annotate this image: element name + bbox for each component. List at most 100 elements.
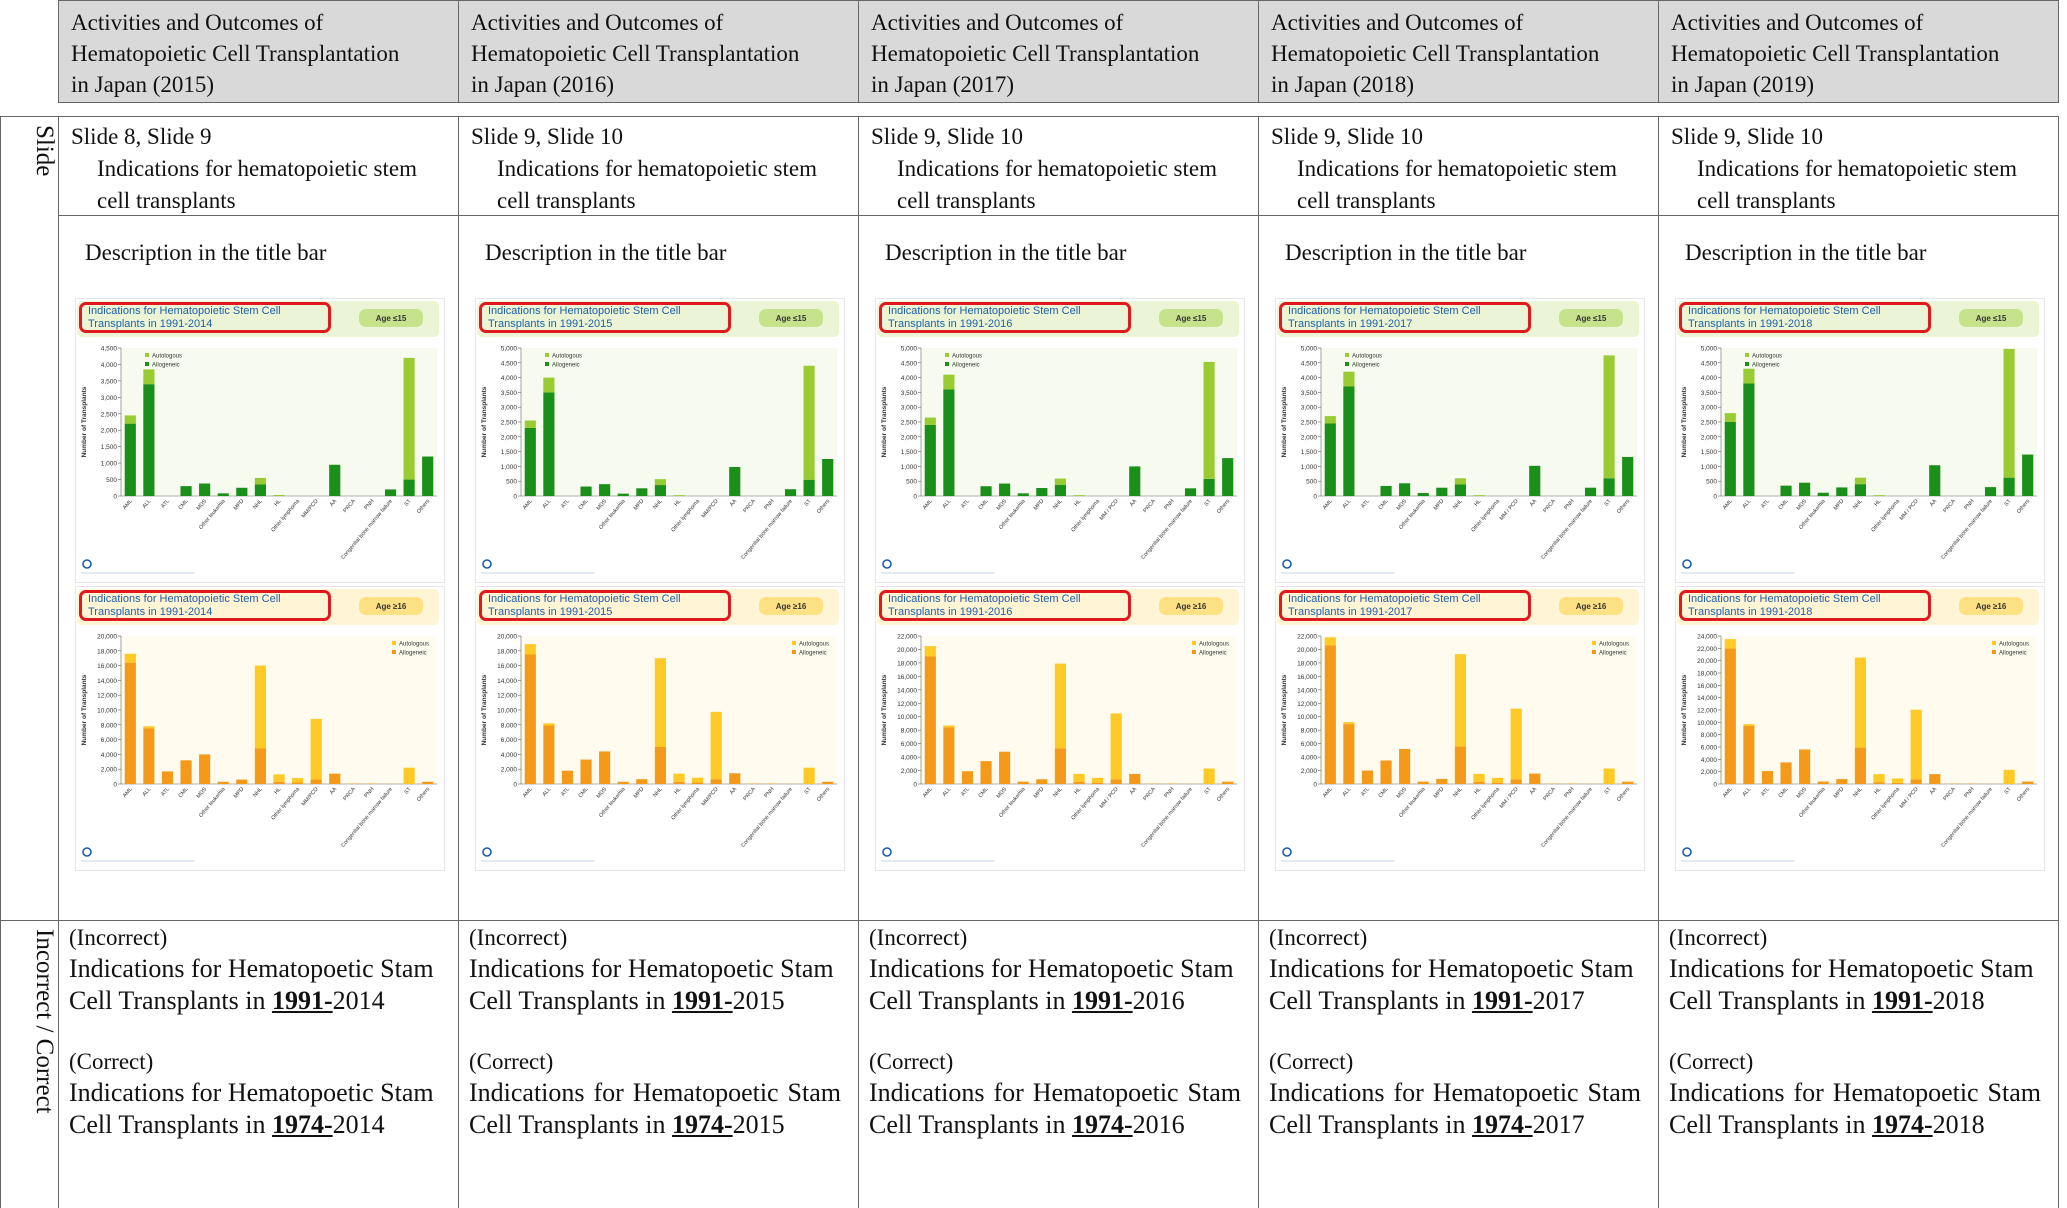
- bar-segment: [2022, 455, 2033, 496]
- bar-segment: [1111, 713, 1122, 779]
- bar-segment: [1204, 362, 1215, 479]
- y-tick-label: 0: [913, 782, 917, 789]
- y-tick-label: 1,000: [901, 464, 918, 471]
- y-tick-label: 4,000: [1301, 755, 1318, 762]
- bar-segment: [1743, 726, 1754, 784]
- row-label-cell: Slide: [0, 116, 59, 921]
- slide-chart: Indications for Hematopoietic Stem Cell …: [1275, 586, 1645, 871]
- age-badge-text: Age ≥16: [1176, 602, 1207, 611]
- y-tick-label: 4,500: [901, 360, 918, 367]
- description: Description in the title bar: [1685, 240, 1926, 266]
- y-axis-label: Number of Transplants: [481, 386, 488, 457]
- bar-segment: [1418, 493, 1429, 496]
- title-box: Indications for Hematopoietic Stem Cell …: [1679, 302, 1949, 336]
- slide-title: Indications for Hematopoietic Stem Cell …: [1279, 590, 1531, 621]
- y-tick-label: 8,000: [101, 722, 118, 729]
- bar-segment: [1799, 749, 1810, 784]
- plot-area: [1721, 348, 2037, 496]
- bar-segment: [329, 465, 340, 496]
- legend-swatch: [392, 650, 396, 654]
- bar-segment: [1018, 782, 1029, 784]
- incorrect-text: Indications for Hematopoetic Stam Cell T…: [469, 953, 841, 1017]
- header-cell: Activities and Outcomes of Hematopoietic…: [458, 0, 859, 103]
- bar-segment: [273, 495, 284, 496]
- bar-segment: [1436, 488, 1447, 496]
- y-tick-label: 0: [1313, 494, 1317, 501]
- age-badge-text: Age ≥16: [376, 602, 407, 611]
- slide-title: Indications for Hematopoietic Stem Cell …: [879, 302, 1131, 333]
- header-text: Activities and Outcomes of Hematopoietic…: [71, 7, 416, 100]
- bar-segment: [1055, 748, 1066, 784]
- bar-segment: [925, 656, 936, 784]
- bar-segment: [711, 779, 722, 784]
- bar-segment: [162, 771, 173, 784]
- y-tick-label: 2,500: [901, 420, 918, 427]
- bar-segment: [218, 782, 229, 784]
- y-axis-label: Number of Transplants: [481, 674, 488, 745]
- bar-segment: [125, 415, 136, 423]
- slide-topic: Indications for hematopoietic stem cell …: [1671, 153, 2017, 217]
- year-start: 1974-: [672, 1110, 733, 1139]
- bar-segment: [999, 484, 1010, 496]
- year-end: 2015: [733, 1110, 785, 1139]
- y-tick-label: 8,000: [1301, 728, 1318, 735]
- y-tick-label: 6,000: [1301, 741, 1318, 748]
- legend-swatch: [1745, 353, 1749, 357]
- y-tick-label: 18,000: [497, 648, 517, 655]
- bar-segment: [143, 726, 154, 728]
- title-box: Indications for Hematopoietic Stem Cell …: [479, 590, 749, 624]
- bar-segment: [673, 774, 684, 782]
- bar-segment: [1725, 422, 1736, 496]
- y-axis-label: Number of Transplants: [1681, 386, 1688, 457]
- bar-segment: [1492, 778, 1503, 783]
- bar-segment: [822, 459, 833, 496]
- y-tick-label: 12,000: [1697, 708, 1717, 715]
- legend-swatch: [792, 650, 796, 654]
- description: Description in the title bar: [1285, 240, 1526, 266]
- correct-label: (Correct): [469, 1047, 858, 1077]
- y-tick-label: 4,000: [1701, 757, 1718, 764]
- bar-segment: [1985, 487, 1996, 496]
- bar-segment: [1799, 483, 1810, 496]
- bar-segment: [1204, 769, 1215, 784]
- bar-segment: [1036, 779, 1047, 784]
- bar-segment: [404, 358, 415, 480]
- title-text: Indications for Hematopoetic Stam Cell T…: [469, 1078, 841, 1139]
- bar-segment: [1855, 484, 1866, 496]
- bar-segment: [618, 782, 629, 784]
- bar-segment: [292, 783, 303, 784]
- incorrect-text: Indications for Hematopoetic Stam Cell T…: [1669, 953, 2041, 1017]
- year-end: 2016: [1133, 1110, 1185, 1139]
- incorrect-label: (Incorrect): [869, 923, 1258, 953]
- bar-segment: [1529, 466, 1540, 496]
- bar-segment: [804, 480, 815, 496]
- plot-area: [121, 348, 437, 496]
- page: SlideIncorrect / CorrectActivities and O…: [0, 0, 2067, 1208]
- plot-area: [521, 348, 837, 496]
- header-text: Activities and Outcomes of Hematopoietic…: [471, 7, 816, 100]
- bar-segment: [1073, 782, 1084, 784]
- bar-segment: [925, 646, 936, 656]
- correct-text: Indications for Hematopoetic Stam Cell T…: [869, 1077, 1241, 1141]
- legend-label: Autologous: [952, 354, 982, 360]
- legend-label: Allogeneic: [799, 651, 827, 657]
- bar-segment: [1380, 760, 1391, 784]
- title-text: Indications for Hematopoetic Stam Cell T…: [1669, 1078, 2041, 1139]
- y-tick-label: 6,000: [901, 741, 918, 748]
- bar-segment: [1929, 774, 1940, 784]
- bar-segment: [618, 494, 629, 496]
- bar-segment: [943, 375, 954, 390]
- slide-topic: Indications for hematopoietic stem cell …: [1271, 153, 1617, 217]
- correction-cell: (Incorrect)Indications for Hematopoetic …: [458, 920, 859, 1208]
- y-tick-label: 5,000: [501, 346, 518, 353]
- bar-segment: [599, 484, 610, 496]
- age-badge-text: Age ≤15: [776, 314, 807, 323]
- bar-segment: [180, 486, 191, 496]
- bar-segment: [655, 485, 666, 496]
- year-end: 2017: [1533, 1110, 1585, 1139]
- title-box: Indications for Hematopoietic Stem Cell …: [879, 302, 1149, 336]
- legend-swatch: [1592, 650, 1596, 654]
- correction-cell: (Incorrect) Indications for Hematopoetic …: [858, 920, 1259, 1208]
- y-tick-label: 14,000: [1697, 695, 1717, 702]
- incorrect-label: (Incorrect): [1669, 923, 2058, 953]
